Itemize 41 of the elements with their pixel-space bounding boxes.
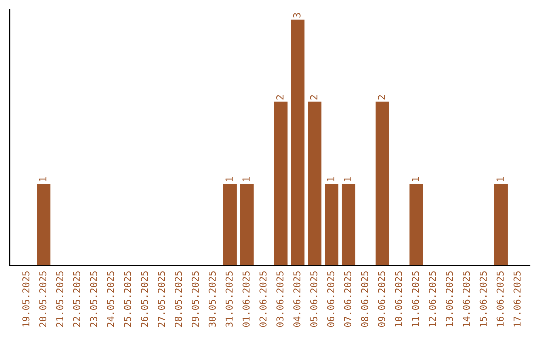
x-tick-label: 08.06.2025 — [361, 272, 368, 328]
x-tick-label: 31.05.2025 — [226, 272, 233, 328]
x-tick-label: 16.06.2025 — [496, 272, 504, 327]
x-tick-label: 13.06.2025 — [446, 272, 454, 327]
data-label: 1 — [412, 177, 420, 182]
x-tick-label: 15.06.2025 — [480, 272, 488, 327]
x-tick-label: 14.06.2025 — [462, 272, 470, 327]
x-tick-label: 30.05.2025 — [208, 272, 216, 328]
x-tick-label: 04.06.2025 — [294, 272, 301, 328]
x-tick-label: 24.05.2025 — [107, 272, 114, 328]
x-tick-label: 09.06.2025 — [378, 272, 386, 328]
x-tick-label: 26.05.2025 — [141, 272, 148, 328]
x-tick-label: 10.06.2025 — [395, 272, 402, 327]
x-tick-label: 07.06.2025 — [344, 272, 352, 328]
data-label: 2 — [378, 95, 386, 100]
x-tick-label: 19.05.2025 — [22, 272, 30, 327]
x-tick-label: 21.05.2025 — [56, 272, 64, 328]
data-label: 2 — [310, 95, 318, 100]
x-tick-label: 03.06.2025 — [276, 272, 284, 328]
data-label: 2 — [276, 95, 284, 100]
data-label: 1 — [496, 177, 504, 182]
x-tick-label: 28.05.2025 — [175, 272, 182, 328]
x-tick-label: 29.05.2025 — [192, 272, 200, 328]
x-tick-label: 23.05.2025 — [90, 272, 98, 328]
x-tick-label: 11.06.2025 — [412, 272, 420, 327]
x-tick-label: 27.05.2025 — [158, 272, 166, 328]
data-label: 1 — [327, 177, 335, 182]
data-label: 3 — [293, 13, 301, 18]
x-tick-label: 02.06.2025 — [260, 272, 267, 328]
data-label: 1 — [242, 177, 250, 182]
x-tick-label: 22.05.2025 — [73, 272, 81, 328]
x-tick-label: 01.06.2025 — [242, 272, 250, 328]
x-tick-label: 06.06.2025 — [327, 272, 335, 328]
x-tick-label: 20.05.2025 — [40, 272, 47, 328]
x-tick-label: 25.05.2025 — [124, 272, 132, 328]
x-tick-label: 12.06.2025 — [429, 272, 436, 327]
data-label: 1 — [39, 177, 47, 182]
x-tick-label: 05.06.2025 — [310, 272, 318, 328]
x-tick-label: 17.06.2025 — [514, 272, 521, 327]
data-label: 1 — [226, 177, 233, 182]
data-label: 1 — [344, 177, 352, 182]
